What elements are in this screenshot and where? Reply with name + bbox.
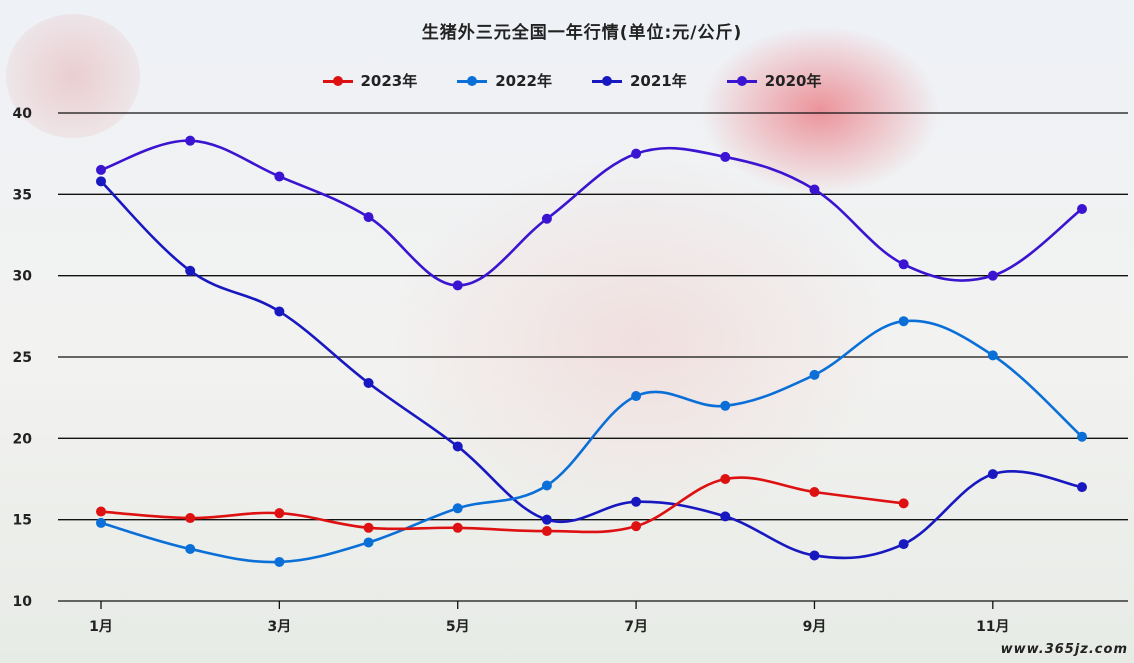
data-point-2023年-4	[363, 522, 374, 533]
data-point-2021年-9	[809, 550, 820, 561]
y-tick-label-20: 20	[13, 431, 33, 447]
data-point-2022年-1	[96, 517, 106, 528]
data-point-2020年-10	[898, 259, 909, 270]
logo-icon	[6, 14, 140, 138]
chart-legend: 2023年 2022年 2021年 2020年	[0, 70, 1134, 91]
data-point-2022年-3	[274, 556, 285, 567]
data-point-2023年-2	[185, 513, 196, 524]
legend-item-2022[interactable]: 2022年	[457, 70, 552, 91]
y-tick-label-40: 40	[13, 106, 33, 122]
x-tick-label-7: 7月	[624, 619, 648, 635]
legend-swatch-2020	[726, 75, 757, 87]
data-point-2022年-2	[185, 543, 196, 554]
data-point-2020年-12	[1077, 203, 1087, 214]
data-point-2022年-4	[363, 537, 374, 548]
data-point-2022年-11	[987, 350, 998, 361]
legend-swatch-2021	[592, 75, 622, 87]
y-tick-label-30: 30	[13, 269, 33, 285]
legend-label-2021: 2021年	[630, 72, 687, 90]
y-tick-label-10: 10	[13, 594, 33, 610]
data-point-2021年-11	[987, 469, 998, 480]
legend-item-2023[interactable]: 2023年	[322, 70, 418, 91]
data-point-2022年-7	[631, 391, 642, 402]
data-point-2023年-1	[96, 506, 106, 517]
data-point-2021年-7	[631, 496, 642, 507]
data-point-2022年-5	[452, 503, 463, 514]
data-point-2023年-10	[898, 498, 909, 509]
x-tick-label-11: 11月	[976, 619, 1009, 635]
chart-title: 生猪外三元全国一年行情(单位:元/公斤)	[421, 23, 743, 43]
data-point-2020年-8	[720, 151, 731, 162]
legend-item-2021[interactable]: 2021年	[592, 70, 687, 91]
x-tick-label-5: 5月	[446, 619, 470, 635]
series-line-2020年	[100, 139, 1083, 287]
data-point-2020年-9	[809, 184, 820, 195]
data-point-2023年-6	[541, 526, 552, 537]
series-line-2023年	[100, 476, 904, 534]
data-point-2020年-3	[274, 171, 285, 182]
data-point-2020年-1	[96, 164, 106, 175]
data-point-2021年-6	[541, 514, 552, 525]
legend-label-2020: 2020年	[764, 72, 822, 90]
data-point-2021年-10	[898, 539, 909, 550]
data-point-2022年-6	[541, 480, 552, 491]
legend-swatch-2023	[322, 75, 353, 87]
watermark-text: www.365jz.com	[1000, 642, 1128, 657]
data-point-2021年-4	[363, 378, 374, 389]
data-point-2020年-6	[541, 213, 552, 224]
legend-label-2023: 2023年	[360, 72, 418, 90]
data-point-2020年-11	[987, 270, 998, 281]
data-point-2021年-8	[720, 511, 731, 522]
x-tick-label-1: 1月	[89, 619, 113, 635]
y-tick-label-35: 35	[13, 187, 32, 203]
x-tick-label-9: 9月	[803, 619, 827, 635]
data-point-2022年-12	[1077, 431, 1087, 442]
legend-swatch-2022	[457, 75, 488, 87]
data-point-2020年-5	[452, 280, 463, 291]
y-tick-label-25: 25	[13, 350, 32, 366]
legend-label-2022: 2022年	[495, 72, 552, 90]
data-point-2021年-12	[1077, 482, 1087, 493]
data-point-2023年-9	[809, 487, 820, 498]
data-point-2022年-8	[720, 400, 731, 411]
data-point-2023年-8	[720, 474, 731, 484]
data-point-2022年-9	[809, 369, 820, 380]
data-point-2021年-5	[452, 441, 463, 452]
data-point-2020年-2	[185, 135, 196, 146]
data-point-2023年-7	[631, 521, 642, 532]
data-point-2021年-2	[185, 265, 196, 276]
legend-item-2020[interactable]: 2020年	[726, 70, 822, 91]
series-line-2021年	[100, 180, 1083, 560]
data-point-2022年-10	[898, 316, 909, 327]
data-point-2020年-7	[631, 148, 642, 159]
x-tick-label-3: 3月	[267, 619, 291, 635]
data-point-2023年-5	[452, 522, 463, 533]
data-point-2020年-4	[363, 212, 374, 223]
data-point-2021年-1	[96, 176, 106, 187]
data-point-2023年-3	[274, 508, 285, 519]
data-point-2021年-3	[274, 306, 285, 317]
y-tick-label-15: 15	[13, 513, 32, 529]
